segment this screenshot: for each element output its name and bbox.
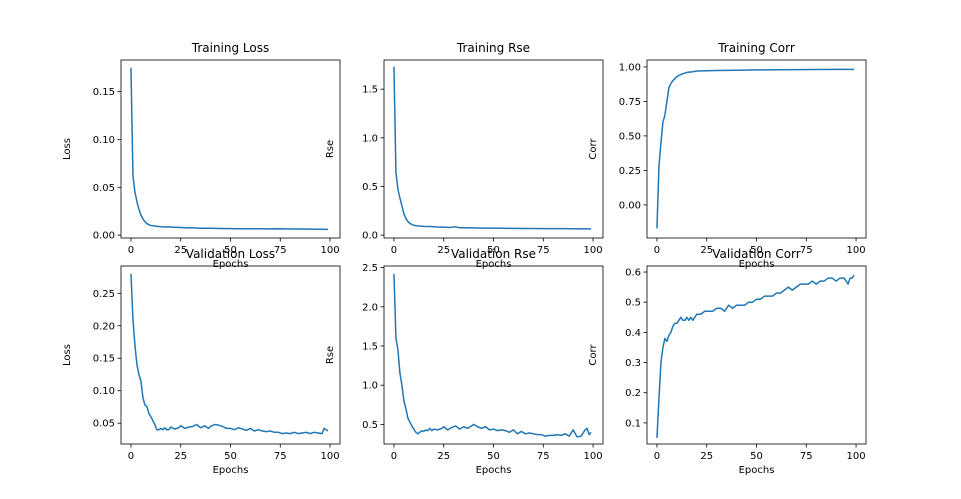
chart-2-x-tick-label-50: 50 [750,245,763,256]
chart-5-x-tick-label-25: 25 [700,451,713,462]
chart-0-training-loss: 0 25 50 75 100 0.00 0.05 0.10 0.15 Training Loss E… [62,41,341,270]
chart-1-x-tick-label-100: 100 [583,245,602,256]
chart-0-y-axis-label: Loss [62,138,73,160]
chart-4-y-tick-label-3: 2.0 [362,302,378,313]
chart-2-y-tick-label-2: 0.50 [619,131,641,142]
chart-5-y-axis-label: Corr [588,344,599,366]
chart-1-x-tick-label-0: 0 [391,245,397,256]
chart-2-y-tick-label-0: 0.00 [619,200,641,211]
chart-4-x-axis-label: Epochs [476,465,512,476]
chart-0-y-tick-label-1: 0.05 [93,183,115,194]
chart-4-title: Validation Rse [451,247,536,261]
chart-4-axes-frame [383,265,604,445]
chart-2-training-corr: 0 25 50 75 100 0.00 0.25 0.50 0.75 1.00 Training C… [588,41,867,270]
chart-5-title: Validation Corr [712,247,801,261]
chart-3-x-axis-label: Epochs [213,465,249,476]
chart-2-x-tick-label-75: 75 [800,245,813,256]
chart-0-x-axis-label: Epochs [213,259,249,270]
chart-4-x-tick-label-50: 50 [487,451,500,462]
chart-3-y-tick-label-2: 0.15 [93,354,115,365]
chart-1-x-tick-label-50: 50 [487,245,500,256]
chart-1-y-tick-label-1: 0.5 [362,182,378,193]
chart-4-x-tick-label-0: 0 [391,451,397,462]
chart-4-y-tick-label-2: 1.5 [362,341,378,352]
chart-4-y-tick-label-4: 2.5 [362,263,378,274]
chart-4-series-line-0 [393,273,592,438]
chart-0-y-tick-label-3: 0.15 [93,87,115,98]
chart-5-y-tick-label-1: 0.2 [625,388,641,399]
chart-5-axes-frame [646,265,867,445]
chart-3-y-axis-label: Loss [62,344,73,366]
chart-5-y-tick-label-0: 0.1 [625,418,641,429]
chart-5-series-line-0 [656,274,855,439]
chart-1-y-tick-label-2: 1.0 [362,133,378,144]
chart-2-x-tick-label-25: 25 [700,245,713,256]
chart-0-x-tick-label-50: 50 [224,245,237,256]
chart-0-x-tick-label-75: 75 [274,245,287,256]
chart-1-x-tick-label-25: 25 [437,245,450,256]
chart-1-x-axis-label: Epochs [476,259,512,270]
chart-4-x-tick-label-100: 100 [583,451,602,462]
chart-2-y-tick-label-3: 0.75 [619,97,641,108]
chart-3-validation-loss: 0 25 50 75 100 0.05 0.10 0.15 0.20 0.25 Validation… [62,247,341,476]
chart-0-title: Training Loss [191,41,269,55]
chart-0-x-tick-label-0: 0 [128,245,134,256]
chart-5-x-tick-label-50: 50 [750,451,763,462]
chart-3-x-tick-label-25: 25 [174,451,187,462]
chart-2-y-tick-label-4: 1.00 [619,62,641,73]
chart-3-x-tick-label-50: 50 [224,451,237,462]
chart-2-x-tick-label-100: 100 [846,245,865,256]
chart-3-series-line-0 [130,273,329,435]
chart-2-title: Training Corr [717,41,795,55]
chart-4-y-tick-label-1: 1.0 [362,381,378,392]
chart-3-x-tick-label-100: 100 [320,451,339,462]
chart-3-x-tick-label-0: 0 [128,451,134,462]
chart-3-y-tick-label-1: 0.10 [93,386,115,397]
chart-1-x-tick-label-75: 75 [537,245,550,256]
chart-3-title: Validation Loss [186,247,275,261]
chart-4-x-tick-label-25: 25 [437,451,450,462]
chart-2-y-tick-label-1: 0.25 [619,166,641,177]
chart-4-y-tick-label-0: 0.5 [362,420,378,431]
chart-5-x-tick-label-0: 0 [654,451,660,462]
chart-3-y-tick-label-0: 0.05 [93,419,115,430]
chart-5-x-tick-label-75: 75 [800,451,813,462]
chart-0-x-tick-label-100: 100 [320,245,339,256]
chart-3-x-tick-label-75: 75 [274,451,287,462]
chart-0-axes-frame [120,59,341,239]
chart-2-x-tick-label-0: 0 [654,245,660,256]
chart-1-series-line-0 [393,66,592,230]
chart-5-y-tick-label-4: 0.5 [625,298,641,309]
chart-2-y-axis-label: Corr [588,138,599,160]
chart-3-y-tick-label-4: 0.25 [93,289,115,300]
chart-2-series-line-0 [656,68,855,229]
chart-1-y-tick-label-0: 0.0 [362,231,378,242]
chart-1-axes-frame [383,59,604,239]
chart-1-training-rse: 0 25 50 75 100 0.0 0.5 1.0 1.5 Training Rse Epochs… [325,41,604,270]
chart-2-x-axis-label: Epochs [739,259,775,270]
chart-5-x-tick-label-100: 100 [846,451,865,462]
chart-5-y-tick-label-5: 0.6 [625,268,641,279]
chart-3-axes-frame [120,265,341,445]
chart-1-title: Training Rse [456,41,530,55]
chart-0-x-tick-label-25: 25 [174,245,187,256]
chart-0-y-tick-label-0: 0.00 [93,231,115,242]
chart-2-axes-frame [646,59,867,239]
chart-5-y-tick-label-2: 0.3 [625,358,641,369]
chart-4-y-axis-label: Rse [325,346,336,364]
chart-0-y-tick-label-2: 0.10 [93,135,115,146]
chart-3-y-tick-label-3: 0.20 [93,321,115,332]
chart-5-validation-corr: 0 25 50 75 100 0.1 0.2 0.3 0.4 0.5 0.6 Validation C… [588,247,867,476]
chart-4-x-tick-label-75: 75 [537,451,550,462]
chart-5-y-tick-label-3: 0.4 [625,328,641,339]
chart-1-y-tick-label-3: 1.5 [362,85,378,96]
chart-5-x-axis-label: Epochs [739,465,775,476]
chart-1-y-axis-label: Rse [325,140,336,158]
chart-0-series-line-0 [130,67,329,231]
